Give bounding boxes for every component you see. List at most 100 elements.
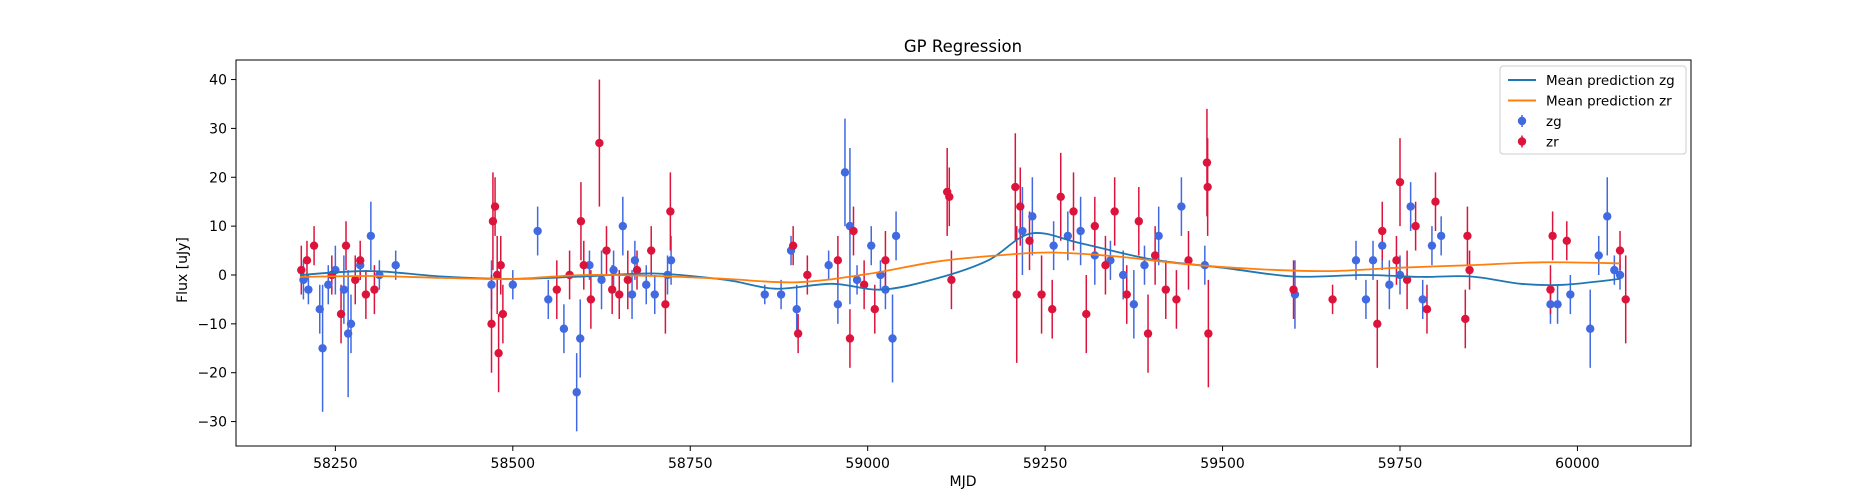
zg-data-point [642, 280, 651, 289]
zg-data-point [888, 334, 897, 343]
x-tick-label: 59750 [1378, 456, 1423, 472]
zg-data-point [1049, 241, 1058, 250]
y-tick-label: 10 [209, 219, 227, 235]
zg-data-point [1566, 290, 1575, 299]
zr-data-point [1172, 295, 1181, 304]
zg-data-point [339, 285, 349, 294]
zr-data-point [1101, 261, 1110, 270]
x-tick-label: 59250 [1023, 456, 1068, 472]
y-tick-label: −30 [197, 415, 227, 431]
zr-data-point [788, 241, 798, 250]
zr-data-point [302, 256, 312, 265]
zg-data-point [572, 388, 581, 397]
zg-data-point [792, 304, 801, 314]
zr-data-point [1202, 158, 1212, 167]
zg-data-point [1406, 202, 1415, 211]
legend-label: Mean prediction zg [1546, 73, 1675, 89]
zg-data-point [1418, 295, 1427, 304]
zg-data-point [1063, 231, 1073, 241]
zr-data-point [870, 304, 879, 314]
zr-data-point [341, 241, 351, 250]
zg-data-point [1368, 256, 1378, 265]
zg-data-point [1615, 270, 1625, 280]
zr-data-point [1016, 202, 1025, 211]
zg-data-point [366, 231, 376, 241]
zg-data-point [852, 275, 862, 285]
x-tick-label: 59500 [1200, 456, 1245, 472]
zg-data-point [618, 221, 628, 231]
legend-label: Mean prediction zr [1546, 94, 1672, 110]
zg-data-point [318, 344, 327, 353]
y-tick-label: 20 [209, 170, 227, 186]
zg-data-point [1028, 212, 1037, 221]
zr-data-point [1615, 246, 1625, 255]
zg-data-point [760, 290, 769, 299]
zr-data-point [586, 295, 596, 304]
legend-marker-swatch [1517, 116, 1527, 126]
zg-data-point [1395, 270, 1405, 280]
zr-data-point [361, 290, 371, 299]
zr-data-point [1373, 319, 1382, 329]
zr-data-point [552, 285, 562, 294]
zg-data-point [609, 265, 618, 275]
y-tick-label: 0 [218, 268, 227, 284]
zr-data-point [607, 285, 617, 294]
zr-data-point [309, 241, 319, 250]
zg-data-point [627, 290, 637, 299]
zr-data-point [632, 265, 642, 275]
zr-data-point [1562, 236, 1571, 245]
zr-data-point [1463, 231, 1472, 241]
zg-data-point [1076, 226, 1085, 236]
zg-data-point [391, 261, 400, 270]
zg-data-point [487, 280, 496, 289]
zg-data-point [533, 226, 542, 236]
zr-data-point [849, 226, 858, 236]
zr-data-point [1546, 285, 1555, 294]
zg-data-point [343, 329, 353, 338]
zg-data-point [597, 275, 606, 285]
zr-data-point [803, 270, 812, 280]
zr-data-point [1289, 285, 1298, 294]
zr-data-point [595, 138, 604, 148]
y-tick-label: 30 [209, 121, 227, 137]
zg-data-point [544, 295, 553, 304]
zg-data-point [840, 168, 850, 177]
zr-data-point [1395, 177, 1405, 187]
zr-data-point [1012, 290, 1021, 299]
zr-data-point [833, 256, 843, 265]
zr-data-point [623, 275, 632, 285]
zg-data-point [1427, 241, 1437, 250]
zg-data-point [1378, 241, 1387, 250]
x-tick-label: 60000 [1555, 456, 1600, 472]
zg-data-point [1018, 226, 1027, 236]
zr-data-point [1402, 275, 1412, 285]
zg-data-point [1361, 295, 1371, 304]
plot-frame [235, 59, 1692, 447]
zg-data-point [375, 270, 384, 280]
zr-data-point [666, 207, 675, 216]
legend-frame [1499, 65, 1687, 155]
zg-data-point [1118, 270, 1128, 280]
zr-data-point [490, 202, 500, 211]
zr-data-point [1378, 226, 1387, 236]
zr-data-point [297, 265, 306, 275]
zr-data-point [487, 319, 496, 329]
zg-data-point [324, 280, 333, 289]
zr-data-point [351, 275, 360, 285]
zr-data-point [1056, 192, 1065, 202]
data-points [297, 138, 1630, 397]
zg-data-point [576, 334, 585, 343]
zg-data-point [1603, 212, 1612, 221]
zr-data-point [945, 192, 954, 202]
zr-data-point [1122, 290, 1131, 299]
zg-data-point [867, 241, 876, 250]
zr-data-point [494, 348, 503, 358]
zr-data-point [1025, 236, 1034, 245]
zr-data-point [1011, 182, 1020, 192]
legend-marker-swatch [1517, 137, 1527, 146]
y-tick-label: −20 [197, 366, 227, 382]
zr-data-point [881, 256, 890, 265]
zr-data-point [1069, 207, 1078, 216]
zg-data-point [315, 304, 324, 314]
zg-data-point [1351, 256, 1361, 265]
